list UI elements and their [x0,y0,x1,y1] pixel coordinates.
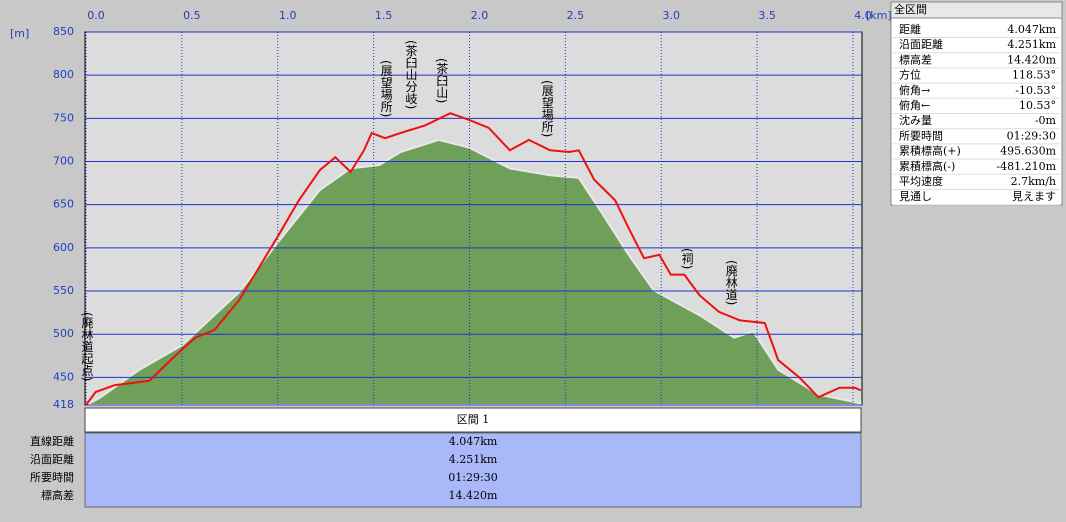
y-unit: [m] [10,27,29,40]
y-tick-label: 600 [53,241,74,254]
summary-value: -481.210m [996,160,1056,173]
summary-label: 距離 [899,22,921,36]
section-label: 直線距離 [30,434,74,448]
annotation: (茶臼山分岐) [404,40,418,109]
summary-value: 495.630m [1000,145,1056,158]
route-line [85,112,862,406]
section-body [84,432,862,508]
x-tick-label: 2.0 [471,9,489,22]
summary-label: 所要時間 [899,129,943,142]
y-tick-label: 418 [53,398,74,411]
section-header[interactable] [84,407,862,433]
summary-value: -0m [1035,114,1057,127]
x-tick-label: 4.0 [854,9,872,22]
summary-panel [890,1,1063,206]
terrain-area [85,138,862,406]
section-label: 所要時間 [30,471,74,484]
annotation: (廃林道起点) [80,312,94,381]
x-tick-label: 3.5 [758,9,776,22]
summary-header [890,1,1063,19]
section-title: 区間 1 [457,413,490,426]
summary-value: 2.7km/h [1011,175,1056,188]
section-value: 14.420m [449,489,498,502]
summary-label: 見通し [899,190,932,203]
y-tick-label: 550 [53,284,74,297]
summary-value: 10.53° [1019,99,1056,112]
y-tick-label: 750 [53,111,74,124]
section-label: 標高差 [41,488,74,502]
summary-label: 沿面距離 [899,37,943,51]
section-label: 沿面距離 [30,452,74,466]
y-tick-label: 800 [53,68,74,81]
summary-label: 累積標高(+) [899,144,961,158]
summary-label: 方位 [899,68,921,82]
section-value: 4.251km [449,453,498,466]
y-tick-label: 500 [53,327,74,340]
summary-value: 4.251km [1007,38,1056,51]
annotation: (祠) [680,248,694,269]
x-tick-label: 0.5 [183,9,201,22]
y-tick-label: 450 [53,370,74,383]
x-tick-label: 1.5 [375,9,393,22]
summary-value: 01:29:30 [1007,129,1056,142]
x-tick-label: 2.5 [567,9,585,22]
y-tick-label: 650 [53,198,74,211]
summary-value: 14.420m [1007,53,1056,66]
annotation: (茶臼山) [435,58,449,103]
section-value: 01:29:30 [448,471,497,484]
x-tick-label: 3.0 [662,9,680,22]
summary-value: 4.047km [1007,23,1056,36]
summary-label: 標高差 [899,52,932,66]
section-value: 4.047km [449,435,498,448]
x-tick-label: 1.0 [279,9,297,22]
summary-value: 118.53° [1012,69,1056,82]
summary-label: 平均速度 [899,174,943,188]
summary-label: 累積標高(-) [899,159,955,173]
y-tick-label: 850 [53,25,74,38]
annotation: (展望場所) [540,80,554,137]
summary-label: 俯角← [899,98,930,112]
y-tick-label: 700 [53,155,74,168]
summary-value: -10.53° [1015,84,1056,97]
x-tick-label: 0.0 [87,9,105,22]
annotation: (展望場所) [379,60,393,117]
summary-label: 俯角→ [899,83,930,97]
summary-title: 全区間 [894,2,927,16]
annotation: (廃林道) [724,260,738,305]
summary-label: 沈み量 [899,113,932,127]
x-unit: [km] [866,9,892,22]
summary-value: 見えます [1012,190,1056,203]
